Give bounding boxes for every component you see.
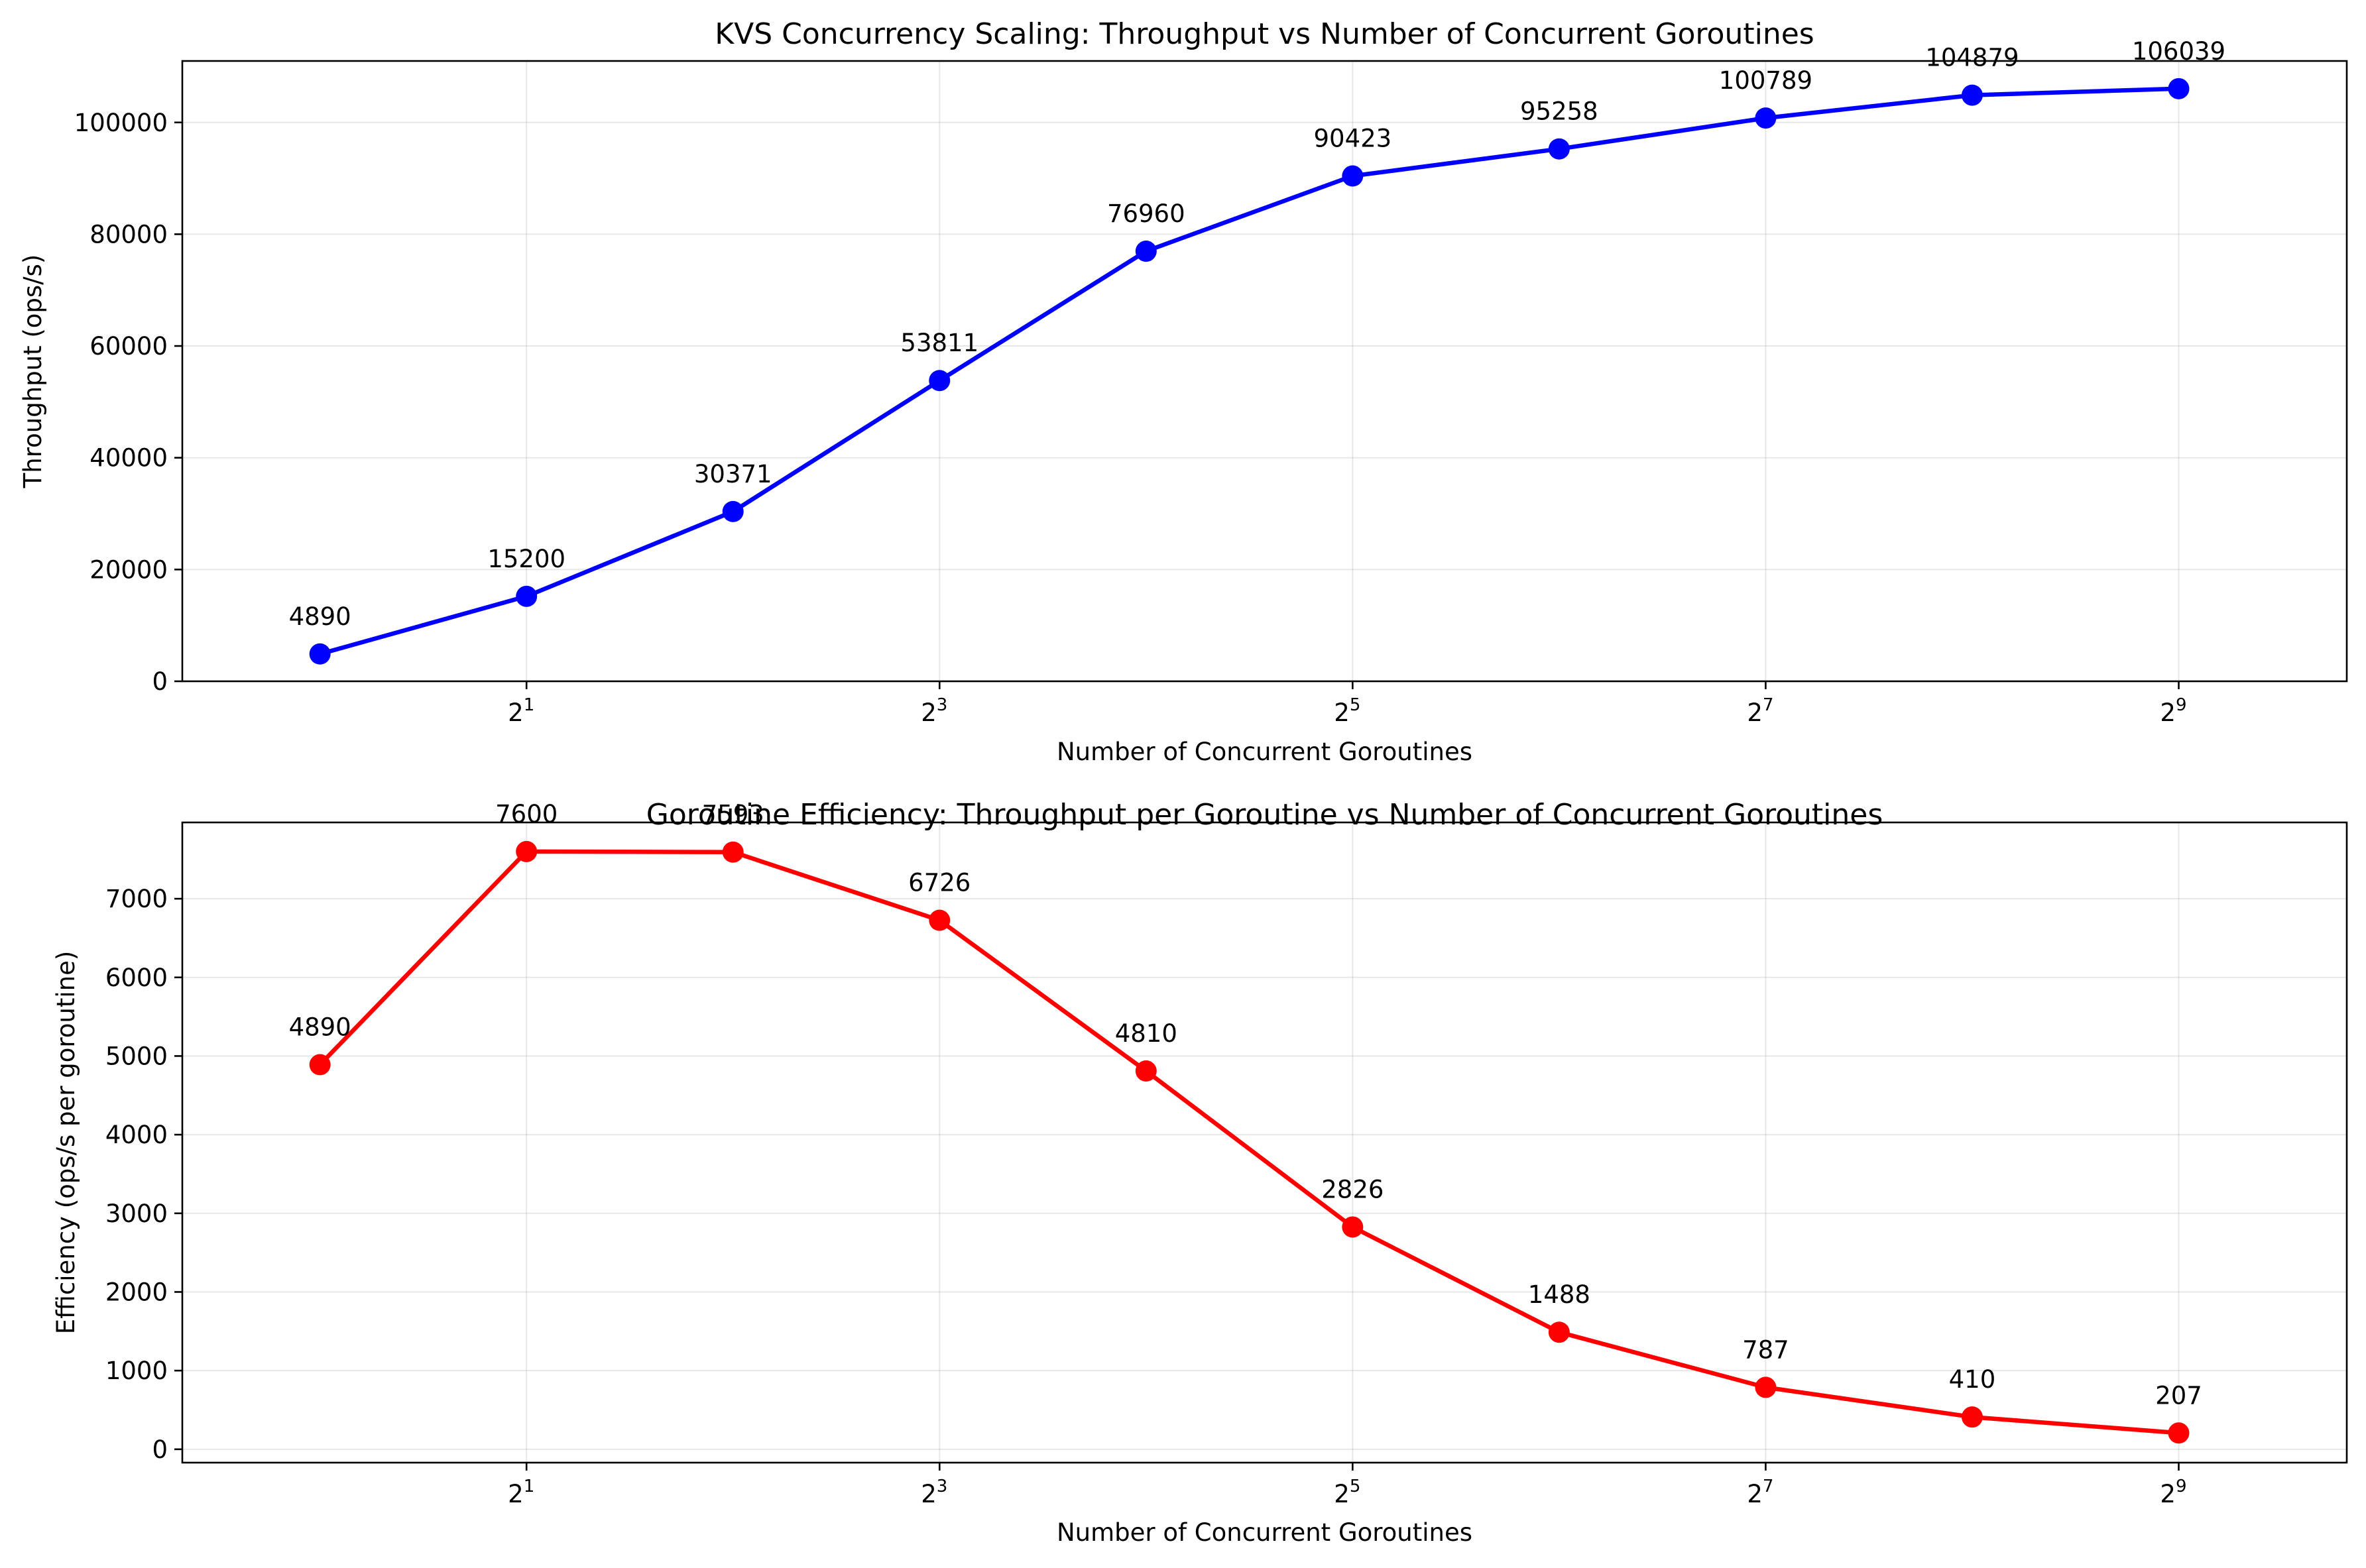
throughput-y-tick-label-0: 0 (152, 667, 168, 696)
throughput-series-line (318, 86, 2181, 657)
efficiency-y-tick-label-4: 4000 (105, 1121, 168, 1149)
throughput-data-label-7: 100789 (1719, 66, 1812, 95)
throughput-data-label-2: 30371 (694, 460, 772, 488)
efficiency-data-label-3: 6726 (908, 869, 971, 897)
efficiency-y-tick-label-6: 6000 (105, 964, 168, 992)
efficiency-chart-title: Goroutine Efficiency: Throughput per Gor… (646, 798, 1883, 832)
throughput-point-4 (1135, 241, 1157, 262)
throughput-x-tick-exp-3: 7 (1763, 695, 1774, 715)
efficiency-x-tick-base-1: 2 (921, 1480, 937, 1508)
efficiency-y-tick-label-1: 1000 (105, 1357, 168, 1385)
efficiency-data-label-0: 4890 (289, 1013, 351, 1042)
efficiency-x-tick-label-2: 25 (1334, 1477, 1360, 1508)
throughput-data-label-4: 76960 (1107, 199, 1185, 228)
efficiency-data-label-5: 2826 (1321, 1175, 1384, 1204)
throughput-data-label-8: 104879 (1925, 44, 2019, 72)
throughput-point-9 (2168, 78, 2190, 99)
throughput-x-tick-base-0: 2 (508, 699, 524, 727)
throughput-x-tick-label-2: 25 (1334, 695, 1360, 727)
throughput-data-label-5: 90423 (1313, 125, 1391, 153)
efficiency-x-tick-base-3: 2 (1747, 1480, 1763, 1508)
throughput-x-tick-base-2: 2 (1334, 699, 1350, 727)
throughput-point-5 (1342, 165, 1364, 187)
efficiency-x-tick-label-1: 23 (921, 1477, 947, 1508)
efficiency-data-label-8: 410 (1949, 1365, 1996, 1394)
throughput-chart-title: KVS Concurrency Scaling: Throughput vs N… (715, 17, 1814, 51)
throughput-x-tick-base-1: 2 (921, 699, 937, 727)
throughput-y-tick-label-1: 20000 (89, 555, 168, 584)
throughput-x-tick-exp-4: 9 (2176, 695, 2187, 715)
throughput-point-7 (1755, 107, 1777, 129)
throughput-chart-panel: 4890 15200 30371 53811 76960 90423 95258 100789… (19, 17, 2348, 766)
efficiency-x-axis-label: Number of Concurrent Goroutines (1057, 1518, 1472, 1547)
throughput-x-tick-base-4: 2 (2160, 699, 2176, 727)
throughput-x-tick-exp-2: 5 (1350, 695, 1361, 715)
efficiency-data-label-4: 4810 (1115, 1019, 1177, 1048)
efficiency-x-tick-label-4: 29 (2160, 1477, 2186, 1508)
efficiency-x-tick-exp-3: 7 (1763, 1477, 1774, 1496)
throughput-x-tick-label-0: 21 (508, 695, 534, 727)
throughput-point-3 (929, 370, 951, 392)
efficiency-point-2 (722, 841, 744, 863)
throughput-x-tick-base-3: 2 (1747, 699, 1763, 727)
throughput-point-2 (722, 500, 744, 522)
efficiency-point-6 (1548, 1321, 1570, 1343)
throughput-x-axis-label: Number of Concurrent Goroutines (1057, 738, 1472, 766)
efficiency-point-5 (1342, 1216, 1364, 1238)
throughput-y-tick-label-4: 80000 (89, 220, 168, 249)
efficiency-x-tick-label-0: 21 (508, 1477, 534, 1508)
efficiency-y-tick-label-2: 2000 (105, 1278, 168, 1306)
efficiency-x-tick-exp-0: 1 (524, 1477, 535, 1496)
throughput-y-tick-label-2: 40000 (89, 444, 168, 473)
throughput-data-label-6: 95258 (1520, 97, 1598, 126)
efficiency-y-tick-label-7: 7000 (105, 885, 168, 913)
throughput-y-tick-label-5: 100000 (74, 109, 168, 137)
efficiency-point-0 (309, 1054, 331, 1076)
efficiency-point-9 (2168, 1422, 2190, 1444)
efficiency-series-line (318, 849, 2181, 1435)
efficiency-y-tick-label-0: 0 (152, 1435, 168, 1464)
efficiency-data-label-9: 207 (2155, 1381, 2202, 1410)
throughput-data-label-0: 4890 (289, 602, 351, 631)
efficiency-plot-frame (181, 821, 2348, 1464)
throughput-x-tick-label-1: 23 (921, 695, 947, 727)
efficiency-x-tick-exp-1: 3 (937, 1477, 948, 1496)
throughput-x-tick-exp-1: 3 (937, 695, 948, 715)
throughput-x-tick-label-4: 29 (2160, 695, 2186, 727)
efficiency-x-tick-base-2: 2 (1334, 1480, 1350, 1508)
throughput-point-1 (516, 585, 538, 607)
throughput-point-6 (1548, 138, 1570, 160)
throughput-y-tick-label-3: 60000 (89, 332, 168, 361)
efficiency-x-tick-base-4: 2 (2160, 1480, 2176, 1508)
efficiency-data-label-2: 7593 (702, 801, 764, 829)
efficiency-data-label-1: 7600 (495, 800, 558, 828)
throughput-x-tick-label-3: 27 (1747, 695, 1773, 727)
throughput-data-label-3: 53811 (900, 329, 978, 357)
throughput-point-0 (309, 643, 331, 665)
efficiency-point-1 (516, 840, 538, 862)
efficiency-x-tick-label-3: 27 (1747, 1477, 1773, 1508)
throughput-data-label-1: 15200 (487, 545, 565, 573)
efficiency-y-axis-label: Efficiency (ops/s per goroutine) (52, 951, 80, 1335)
efficiency-point-4 (1135, 1060, 1157, 1082)
throughput-plot-frame (181, 60, 2348, 683)
throughput-y-axis-label: Throughput (ops/s) (19, 254, 47, 489)
throughput-point-8 (1961, 84, 1983, 106)
efficiency-point-7 (1755, 1376, 1777, 1398)
efficiency-x-tick-exp-2: 5 (1350, 1477, 1361, 1496)
efficiency-data-label-6: 1488 (1528, 1280, 1590, 1309)
efficiency-data-label-7: 787 (1742, 1335, 1789, 1364)
efficiency-y-tick-label-5: 5000 (105, 1042, 168, 1070)
efficiency-x-tick-base-0: 2 (508, 1480, 524, 1508)
efficiency-point-8 (1961, 1406, 1983, 1428)
throughput-x-tick-exp-0: 1 (524, 695, 535, 715)
efficiency-point-3 (929, 909, 951, 931)
efficiency-y-tick-label-3: 3000 (105, 1200, 168, 1228)
efficiency-x-tick-exp-4: 9 (2176, 1477, 2187, 1496)
